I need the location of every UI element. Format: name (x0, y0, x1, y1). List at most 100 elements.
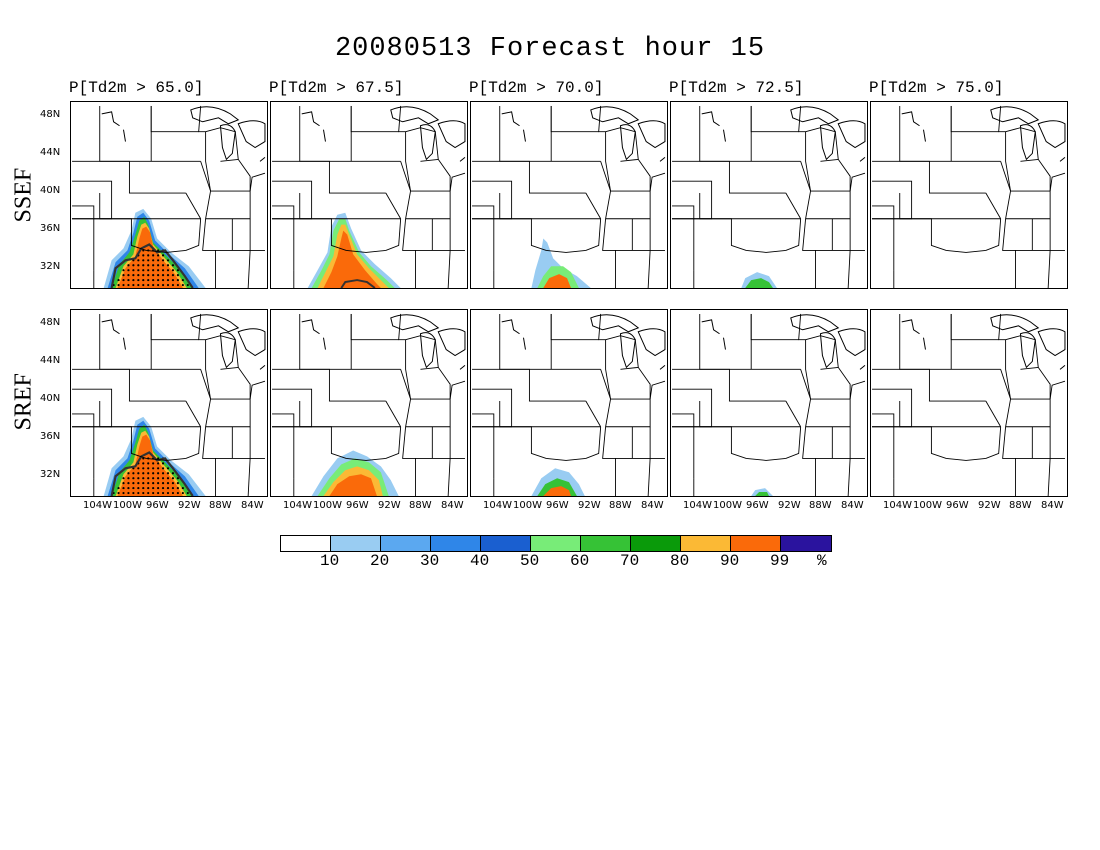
colorbar-tick-label: 30 (420, 552, 440, 570)
lon-label: 96W (346, 500, 369, 511)
lake-outline (219, 332, 236, 369)
state-border (447, 218, 451, 288)
lon-label: 92W (978, 500, 1001, 511)
lon-label: 92W (778, 500, 801, 511)
stipple-dot (127, 472, 130, 475)
lake-outline (819, 332, 836, 369)
colorbar-tick-label: % (817, 552, 827, 570)
state-border (99, 401, 201, 428)
lake-outline (437, 328, 466, 357)
state-border (899, 401, 1001, 428)
state-border (550, 313, 599, 341)
map-svg (672, 105, 866, 288)
stipple-dot (122, 274, 125, 277)
state-border (220, 366, 239, 370)
state-border (472, 218, 602, 253)
state-border (847, 218, 851, 288)
state-border (672, 426, 802, 461)
stipple-dot (157, 274, 160, 277)
colorbar-swatch (531, 536, 581, 551)
state-border (1047, 426, 1051, 496)
state-border (950, 105, 999, 133)
probability-shading (543, 486, 571, 496)
stipple-dot (161, 462, 165, 465)
colorbar (280, 535, 832, 552)
lake-outline (1037, 120, 1066, 149)
state-border (605, 335, 651, 400)
stipple-dot (157, 269, 160, 272)
stipple-dot (142, 477, 145, 480)
lon-label: 84W (641, 500, 664, 511)
lake-outline (259, 365, 266, 370)
stipple-dot (152, 462, 155, 465)
lon-label: 84W (1041, 500, 1064, 511)
state-border (872, 205, 895, 271)
state-border (800, 161, 816, 288)
lake-outline (819, 124, 836, 161)
state-border (950, 313, 999, 341)
stipple-dot (161, 283, 165, 287)
lake-outline (390, 314, 440, 333)
stipple-dot (171, 482, 175, 485)
lake-outline (701, 319, 720, 335)
stipple-dot (147, 269, 150, 272)
stipple-dot (122, 477, 125, 480)
stipple-dot (166, 491, 170, 495)
stipple-dot (147, 259, 150, 262)
state-border (205, 398, 251, 428)
lake-outline (437, 120, 466, 149)
colorbar-swatch (331, 536, 381, 551)
lon-label: 92W (578, 500, 601, 511)
lon-label: 88W (809, 500, 832, 511)
stipple-dot (171, 472, 175, 475)
stipple-dot (171, 477, 175, 480)
stipple-dot (147, 491, 150, 495)
lake-outline (501, 111, 520, 127)
state-border (1005, 131, 1011, 192)
state-border (598, 313, 606, 341)
state-border (800, 369, 816, 496)
stipple-dot (142, 472, 145, 475)
lake-outline (990, 106, 1040, 125)
lake-outline (990, 314, 1040, 333)
state-border (249, 172, 266, 192)
state-border (600, 161, 616, 288)
stipple-dot (132, 482, 135, 485)
stipple-dot (161, 264, 165, 267)
state-border (272, 426, 402, 461)
stipple-dot (152, 486, 155, 490)
state-border (847, 426, 851, 496)
stipple-dot (137, 264, 140, 267)
state-border (785, 400, 802, 427)
state-border (72, 218, 202, 253)
stipple-dot (152, 259, 155, 262)
state-border (699, 401, 801, 428)
state-border (1020, 158, 1039, 162)
lake-outline (301, 111, 320, 127)
map-svg (272, 313, 466, 496)
state-border (899, 193, 1001, 220)
stipple-dot (176, 477, 179, 480)
stipple-dot (161, 269, 165, 272)
state-border (699, 193, 801, 220)
contour-line (110, 243, 194, 288)
state-border (472, 426, 602, 461)
stipple-dot (157, 278, 160, 282)
state-border (449, 172, 466, 192)
state-border (1049, 172, 1066, 192)
lat-label: 40N (40, 393, 61, 404)
stipple-dot (132, 472, 135, 475)
stipple-dot (142, 274, 145, 277)
stipple-dot (161, 491, 165, 495)
stipple-dot (137, 269, 140, 272)
lake-outline (590, 106, 640, 125)
state-border (1005, 335, 1051, 400)
lake-outline (859, 157, 866, 162)
state-border (672, 388, 713, 428)
state-border (449, 380, 466, 400)
state-border (272, 413, 295, 479)
map-panel-sref-0 (70, 309, 268, 497)
stipple-dot (157, 477, 160, 480)
stipple-dot (142, 467, 145, 470)
state-border (1005, 398, 1051, 428)
